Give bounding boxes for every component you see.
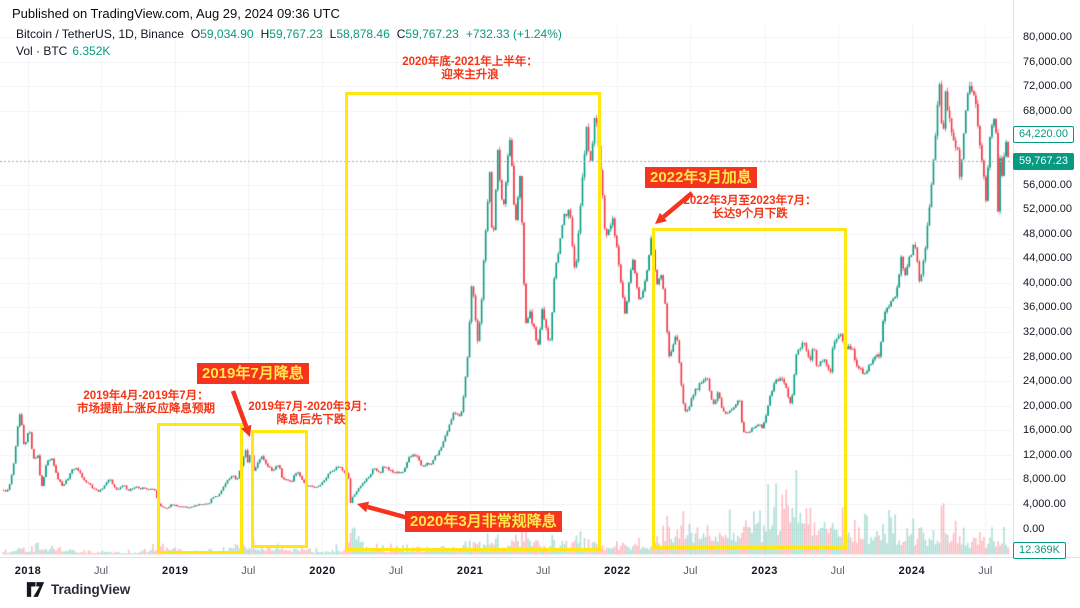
price-tick: 16,000.00 <box>1023 424 1072 437</box>
price-axis[interactable]: 80,000.00 76,000.00 72,000.00 68,000.00 56,0… <box>1013 0 1080 557</box>
box-2018q4-2019jul-rally <box>157 423 243 554</box>
volume-label: Vol · BTC <box>16 44 68 58</box>
alert-price-label: 64,220.00 <box>1013 126 1074 144</box>
symbol-legend-row[interactable]: Bitcoin / TetherUS, 1D, Binance O59,034.9… <box>16 27 562 41</box>
time-tick: Jul <box>683 565 698 577</box>
tradingview-brand-text: TradingView <box>51 582 131 597</box>
time-tick: 2024 <box>898 565 926 577</box>
time-tick: 2018 <box>14 565 42 577</box>
last-price-label: 59,767.23 <box>1013 153 1074 171</box>
time-tick: 2023 <box>751 565 778 577</box>
price-tick: 24,000.00 <box>1023 375 1072 388</box>
volume-legend-row[interactable]: Vol · BTC 6.352K <box>16 44 110 58</box>
price-tick: 80,000.00 <box>1023 31 1072 44</box>
price-tick: 52,000.00 <box>1023 203 1072 216</box>
ohlc-high: H59,767.23 <box>260 27 323 41</box>
price-tick: 68,000.00 <box>1023 104 1072 117</box>
ohlc-low: L58,878.46 <box>329 27 390 41</box>
price-tick: 0.00 <box>1023 522 1045 535</box>
volume-axis-label: 12.369K <box>1013 542 1066 559</box>
ohlc-close: C59,767.23 <box>396 27 459 41</box>
price-tick: 72,000.00 <box>1023 80 1072 93</box>
price-tick: 20,000.00 <box>1023 399 1072 412</box>
price-tick: 32,000.00 <box>1023 326 1072 338</box>
change-value: +732.33 (+1.24%) <box>465 27 562 41</box>
price-tick: 48,000.00 <box>1023 227 1072 240</box>
time-tick: 2021 <box>456 565 484 577</box>
time-axis[interactable]: 2018 Jul 2019 Jul 2020 Jul 2021 Jul 2022 Jul 2023 J… <box>0 557 1080 608</box>
price-tick: 12,000.00 <box>1023 448 1072 461</box>
volume-value: 6.352K <box>72 44 111 58</box>
tradingview-logo-icon <box>26 582 45 597</box>
published-line: Published on TradingView.com, Aug 29, 20… <box>12 6 340 21</box>
note-2019-apr-jul: 2019年4月-2019年7月： 市场提前上涨反应降息预期 <box>77 390 215 415</box>
label-2022-march-rate-hike: 2022年3月加息 <box>645 167 757 188</box>
time-tick: 2019 <box>161 565 189 577</box>
price-tick: 76,000.00 <box>1023 55 1072 68</box>
price-tick: 44,000.00 <box>1023 252 1072 265</box>
box-2020-2021-bull-run <box>345 92 601 551</box>
label-2020-march-emergency-cut: 2020年3月非常规降息 <box>405 511 562 532</box>
price-tick: 40,000.00 <box>1023 276 1072 289</box>
tradingview-attribution[interactable]: TradingView <box>26 581 130 598</box>
price-tick: 4,000.00 <box>1023 497 1066 510</box>
ohlc-open: O59,034.90 <box>190 27 254 41</box>
price-tick: 56,000.00 <box>1023 178 1072 191</box>
box-2022-2023-bear <box>652 228 847 549</box>
price-tick: 36,000.00 <box>1023 301 1072 314</box>
price-tick: 28,000.00 <box>1023 350 1072 363</box>
label-2019-july-rate-cut: 2019年7月降息 <box>197 363 309 384</box>
time-tick: 2020 <box>309 565 336 577</box>
note-2020-2021-bull: 2020年底-2021年上半年： 迎来主升浪 <box>402 56 538 81</box>
box-2019jul-2020mar-drop <box>251 430 308 548</box>
time-tick: Jul <box>388 565 403 577</box>
time-tick: Jul <box>536 565 551 577</box>
note-2019-jul-2020-mar: 2019年7月-2020年3月： 降息后先下跌 <box>248 401 374 426</box>
time-tick: 2022 <box>604 565 631 577</box>
time-tick: Jul <box>241 565 256 577</box>
symbol-title: Bitcoin / TetherUS, 1D, Binance <box>16 27 184 41</box>
note-2022-2023-decline: 2022年3月至2023年7月： 长达9个月下跌 <box>683 195 817 220</box>
time-tick: Jul <box>830 565 845 577</box>
time-tick: Jul <box>93 565 109 577</box>
price-tick: 8,000.00 <box>1023 473 1066 486</box>
time-tick: Jul <box>978 565 993 577</box>
